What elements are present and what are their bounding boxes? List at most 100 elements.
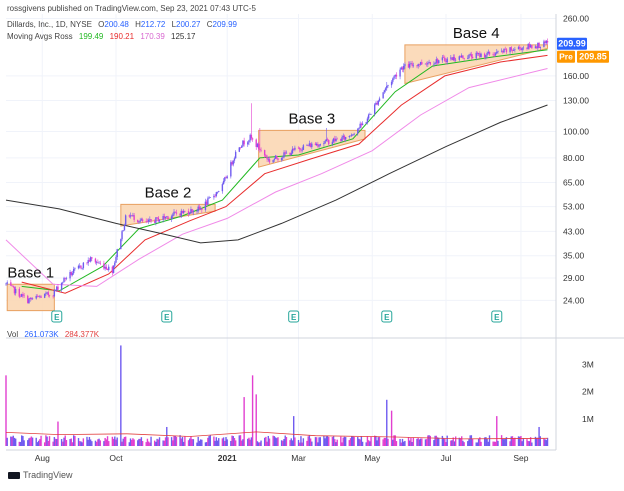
candles — [5, 38, 549, 304]
candle-body — [332, 138, 335, 142]
volume-bar — [238, 435, 240, 446]
volume-bar — [428, 435, 430, 446]
candle-body — [70, 272, 72, 275]
volume-bar — [108, 441, 110, 446]
volume-bar — [31, 437, 34, 446]
candle-body — [323, 143, 325, 145]
volume-bar — [344, 437, 347, 446]
volume-bar — [257, 442, 260, 446]
volume-bar — [23, 440, 25, 446]
candle-body — [299, 147, 301, 150]
ohlc-low: L200.27 — [171, 20, 201, 29]
volume-bar — [483, 437, 486, 446]
candle-body — [19, 296, 22, 298]
candle-body — [94, 258, 97, 263]
candle-body — [64, 277, 66, 279]
candle-body — [89, 257, 92, 262]
candle-body — [209, 197, 211, 198]
earnings-badge — [491, 310, 503, 323]
volume-bar — [103, 441, 105, 446]
candle-body — [290, 153, 292, 155]
candle-body — [147, 219, 150, 222]
candle-body — [521, 48, 523, 51]
volume-bar — [361, 441, 364, 446]
candle-body — [137, 219, 139, 223]
candle-body — [529, 45, 532, 48]
pre-label-text: Pre — [559, 52, 573, 62]
volume-bar — [22, 436, 24, 446]
volume-bar — [137, 440, 139, 446]
candle-body — [493, 54, 496, 56]
volume-bar — [226, 439, 228, 446]
earnings-marker: E — [51, 310, 63, 323]
candle-body — [531, 45, 533, 49]
ma-line-ma50 — [5, 68, 548, 287]
volume-bar — [29, 437, 31, 446]
candle-body — [222, 180, 225, 185]
candle-body — [62, 282, 64, 283]
candle-body — [12, 285, 14, 287]
volume-bar — [387, 438, 389, 446]
candle-body — [239, 147, 242, 148]
candle-body — [445, 60, 447, 63]
candle-body — [157, 217, 160, 222]
candle-body — [128, 215, 130, 217]
candle-body — [132, 215, 134, 216]
candle-body — [28, 299, 30, 304]
volume-bar — [199, 439, 202, 446]
volume-bar — [315, 437, 318, 446]
candle-body — [463, 57, 465, 59]
volume-bar — [469, 435, 471, 446]
volume-bar — [116, 437, 118, 446]
volume-bar — [502, 438, 504, 446]
earnings-marker: E — [161, 310, 173, 323]
volume-bar — [191, 439, 193, 446]
ma10-value: 199.49 — [78, 32, 104, 41]
volume-bar — [311, 441, 313, 446]
candle-body — [43, 293, 46, 298]
candle-body — [263, 150, 266, 156]
volume-bar — [425, 439, 428, 446]
candle-body — [351, 134, 353, 136]
ma-line: Moving Avgs Ross 199.49 190.21 170.39 12… — [7, 32, 199, 42]
volume-bar — [376, 440, 378, 446]
candle-body — [247, 142, 249, 145]
volume-bar — [319, 437, 321, 446]
volume-bar — [400, 442, 402, 446]
volume-bar — [529, 437, 532, 446]
last-price-badge — [557, 37, 587, 50]
volume-bar — [402, 441, 405, 446]
candle-body — [425, 63, 428, 65]
candle-body — [140, 219, 143, 221]
candle-body — [150, 219, 152, 222]
volume-bar — [111, 436, 114, 446]
candle-body — [21, 294, 23, 297]
candle-body — [197, 206, 199, 212]
volume-bar — [343, 436, 346, 446]
volume-bar — [242, 439, 244, 446]
candle-body — [218, 191, 220, 192]
volume-bar — [353, 436, 355, 446]
volume-bar — [365, 442, 367, 446]
volume-bar — [150, 436, 152, 446]
candle-body — [112, 265, 115, 273]
candle-body — [65, 278, 68, 279]
volume-bar — [292, 416, 295, 446]
candle-body — [234, 151, 237, 159]
candle-body — [35, 295, 37, 299]
candle-body — [205, 201, 208, 205]
volume-bar — [54, 438, 57, 446]
candle-body — [139, 220, 141, 222]
volume-bar — [98, 438, 100, 446]
candle-body — [409, 63, 411, 68]
volume-bar — [77, 438, 80, 446]
candle-body — [328, 140, 330, 145]
volume-bar — [35, 437, 37, 446]
volume-bar — [232, 436, 234, 446]
candle-body — [30, 297, 33, 299]
candle-body — [166, 216, 168, 217]
candle-body — [215, 192, 218, 196]
candle-body — [71, 273, 74, 275]
candle-body — [534, 46, 537, 49]
candle-body — [181, 210, 184, 213]
